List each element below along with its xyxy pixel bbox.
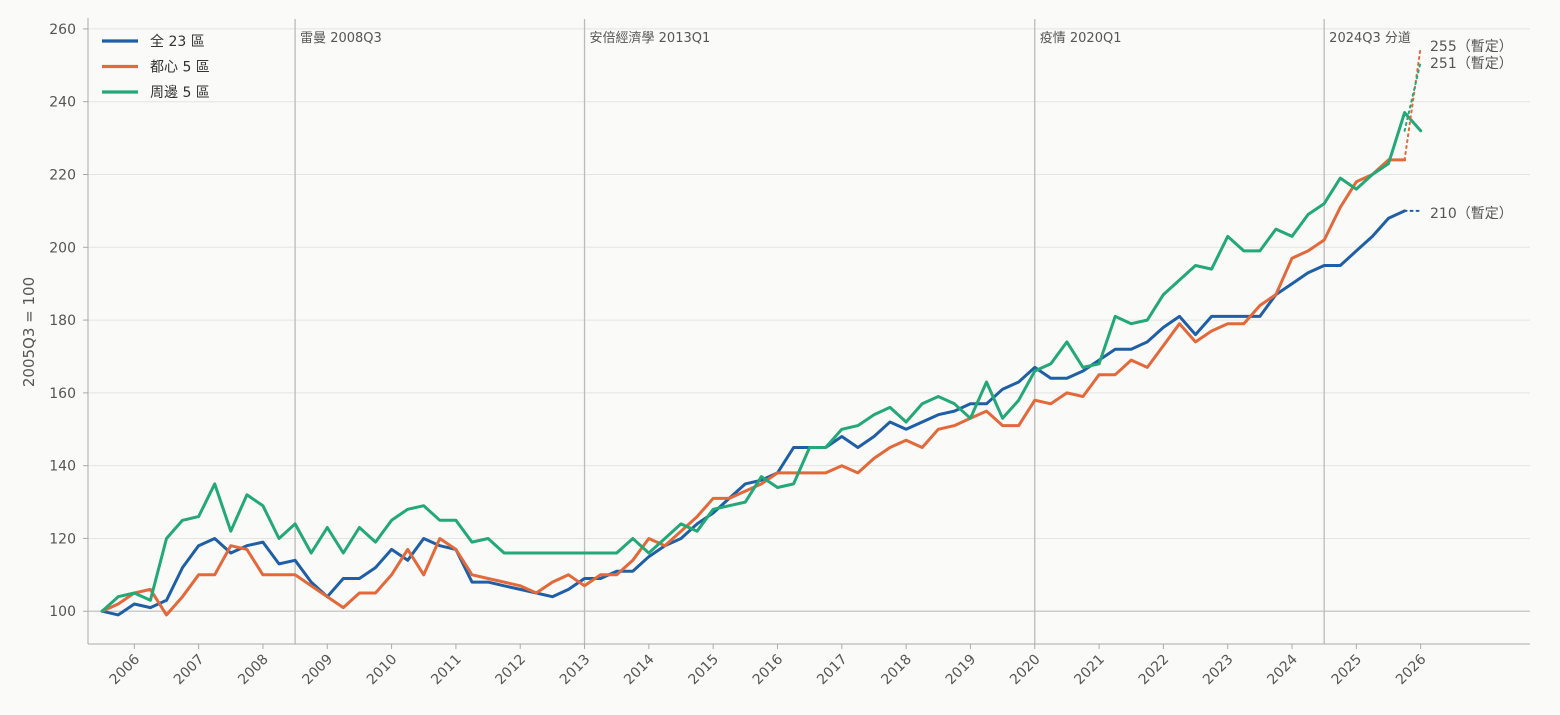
x-tick-label: 2015 xyxy=(685,652,722,689)
y-tick-label: 180 xyxy=(49,313,76,329)
x-tick-label: 2014 xyxy=(621,651,658,688)
x-tick-label: 2010 xyxy=(364,652,401,689)
event-lines: 雷曼 2008Q3 安倍經濟學 2013Q1 疫情 2020Q1 2024Q3 分道 xyxy=(294,19,1411,644)
series-line-outer xyxy=(100,111,1423,613)
x-tick-label: 2019 xyxy=(943,652,980,689)
y-tick-label: 100 xyxy=(49,604,76,620)
y-tick-label: 240 xyxy=(49,95,76,111)
provisional-line-outer xyxy=(1403,60,1422,132)
x-tick-label: 2008 xyxy=(235,652,272,689)
x-tick-label: 2017 xyxy=(814,652,851,689)
x-tick-label: 2025 xyxy=(1329,652,1366,689)
y-tick-label: 160 xyxy=(49,386,76,402)
y-tick-label: 260 xyxy=(49,22,76,38)
x-tick-label: 2021 xyxy=(1071,652,1108,689)
event-label: 安倍經濟學 2013Q1 xyxy=(590,30,711,46)
legend-label-center: 都心 5 區 xyxy=(150,60,210,76)
event-label: 2024Q3 分道 xyxy=(1329,31,1411,46)
x-tick-label: 2013 xyxy=(557,652,594,689)
legend-label-all: 全 23 區 xyxy=(150,33,205,50)
y-tick-label: 140 xyxy=(49,459,76,475)
event-label: 疫情 2020Q1 xyxy=(1040,30,1122,46)
y-tick-label: 120 xyxy=(49,531,76,547)
series-line-all xyxy=(100,209,1407,617)
y-tick-label: 200 xyxy=(49,240,76,256)
x-tick-label: 2024 xyxy=(1264,651,1301,688)
y-axis-label: 2005Q3 = 100 xyxy=(20,277,38,387)
x-tick-label: 2022 xyxy=(1136,652,1173,689)
x-tick-label: 2020 xyxy=(1007,652,1044,689)
x-tick-label: 2007 xyxy=(171,652,208,689)
x-tick-label: 2006 xyxy=(107,651,144,688)
x-tick-label: 2018 xyxy=(878,652,915,689)
series-line-center xyxy=(100,158,1407,617)
end-labels: 210（暫定） 255（暫定）251（暫定） xyxy=(1430,39,1513,222)
x-tick-label: 2011 xyxy=(428,652,465,689)
provisional-label-outer: 251（暫定） xyxy=(1430,56,1513,72)
x-tick-label: 2026 xyxy=(1393,651,1430,688)
legend: 全 23 區都心 5 區周邊 5 區 xyxy=(102,33,210,101)
x-tick-label: 2009 xyxy=(300,652,337,689)
event-label: 雷曼 2008Q3 xyxy=(300,31,382,46)
provisional-label-all: 210（暫定） xyxy=(1430,206,1513,222)
x-tick-label: 2016 xyxy=(750,651,787,688)
y-tick-label: 220 xyxy=(49,168,76,184)
provisional-line-center xyxy=(1403,46,1422,161)
x-tick-label: 2023 xyxy=(1200,652,1237,689)
series-lines xyxy=(100,46,1423,617)
provisional-label-center: 255（暫定） xyxy=(1430,39,1513,55)
x-tick-label: 2012 xyxy=(493,652,530,689)
legend-label-outer: 周邊 5 區 xyxy=(150,85,210,101)
axes: 100 120 140 160 180 200 220 240 260 2006 2007 2008 2… xyxy=(49,18,1530,688)
grid-lines xyxy=(88,28,1530,612)
